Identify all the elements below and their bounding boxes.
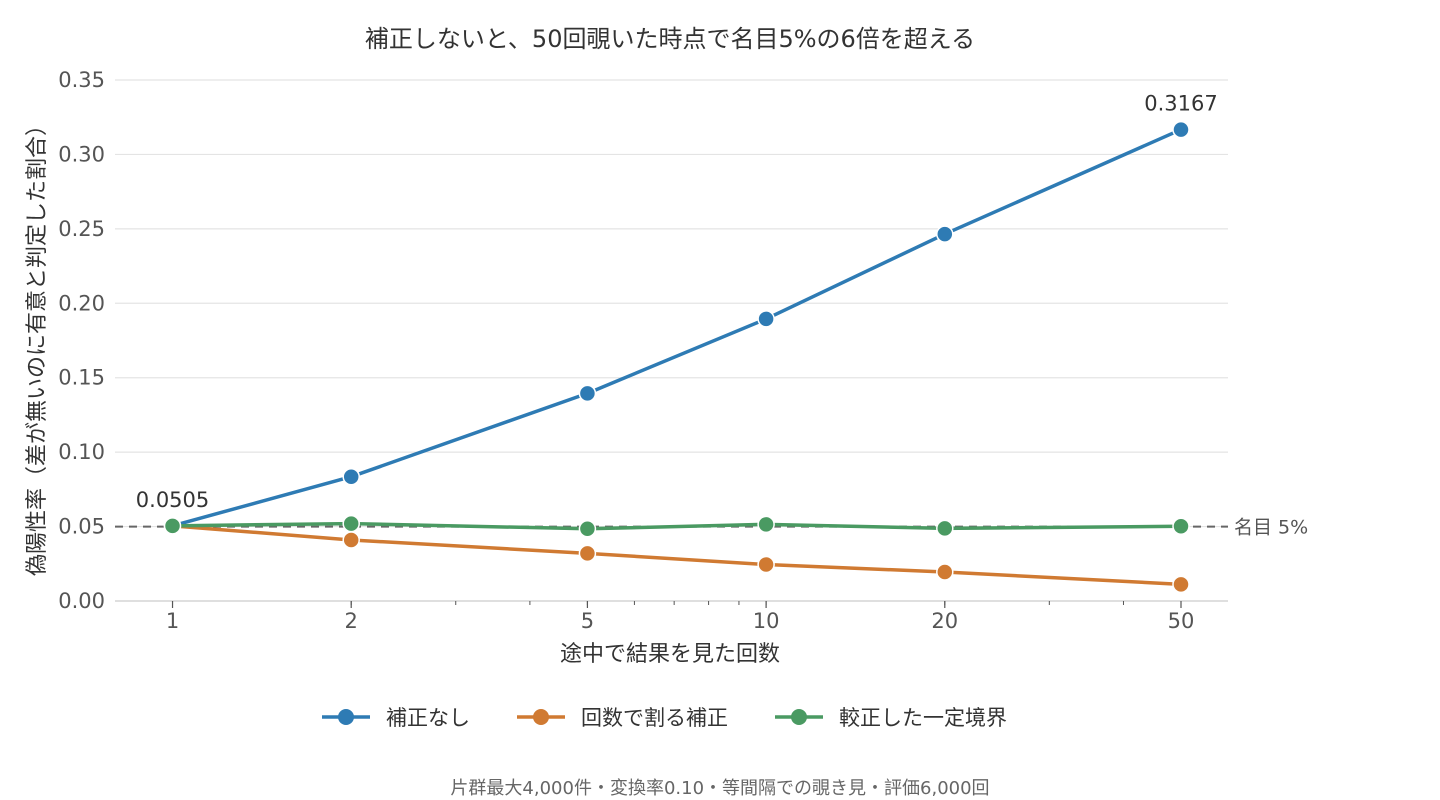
data-point bbox=[163, 517, 182, 535]
y-tick-label: 0.30 bbox=[58, 142, 105, 166]
series-line bbox=[172, 521, 1182, 531]
series-calibrated-boundary bbox=[163, 514, 1190, 538]
data-label: 0.3167 bbox=[1144, 92, 1217, 116]
x-tick-label: 5 bbox=[581, 609, 594, 633]
data-point bbox=[578, 384, 597, 403]
reference-line-label: 名目 5% bbox=[1234, 517, 1308, 539]
y-axis-title: 偽陽性率（差が無いのに有意と判定した割合） bbox=[25, 114, 50, 576]
legend-label: 補正なし bbox=[386, 706, 470, 730]
data-point bbox=[342, 467, 360, 486]
legend-label: 回数で割る補正 bbox=[581, 706, 728, 730]
x-axis: 1 2 5 10 20 50 bbox=[115, 600, 1228, 633]
x-tick-label: 20 bbox=[931, 609, 958, 633]
legend-label: 較正した一定境界 bbox=[839, 706, 1007, 730]
data-point bbox=[1172, 517, 1190, 536]
data-label: 0.0505 bbox=[136, 488, 209, 512]
x-tick-label: 10 bbox=[753, 609, 780, 633]
series-divided-correction bbox=[163, 517, 1190, 594]
x-tick-label: 2 bbox=[345, 609, 358, 633]
grid-lines bbox=[115, 79, 1228, 528]
y-tick-label: 0.25 bbox=[58, 217, 105, 241]
y-tick-label: 0.05 bbox=[58, 515, 105, 539]
y-tick-label: 0.10 bbox=[58, 440, 105, 464]
series-line bbox=[172, 127, 1182, 528]
data-point bbox=[342, 531, 360, 549]
y-tick-label: 0.00 bbox=[58, 589, 105, 613]
data-point bbox=[342, 514, 360, 533]
data-point bbox=[578, 520, 597, 538]
x-tick-label: 1 bbox=[166, 609, 179, 633]
data-point bbox=[578, 544, 597, 563]
y-axis-ticks: 0.00 0.05 0.10 0.15 0.20 0.25 0.30 0.35 bbox=[58, 68, 105, 613]
data-point bbox=[936, 225, 954, 243]
series-line bbox=[172, 524, 1182, 587]
data-point bbox=[1172, 120, 1190, 139]
chart-title: 補正しないと、50回覗いた時点で名目5%の6倍を超える bbox=[365, 25, 975, 53]
x-axis-title: 途中で結果を見た回数 bbox=[560, 642, 780, 667]
series-uncorrected bbox=[163, 120, 1190, 535]
data-point bbox=[1172, 575, 1190, 594]
legend-swatch-marker bbox=[338, 709, 354, 725]
legend-swatch-marker bbox=[533, 709, 549, 725]
chart-caption: 片群最大4,000件・変換率0.10・等間隔での覗き見・評価6,000回 bbox=[450, 778, 989, 799]
data-point bbox=[757, 555, 775, 574]
y-tick-label: 0.20 bbox=[58, 291, 105, 315]
series-group bbox=[163, 120, 1190, 594]
legend-item-uncorrected: 補正なし bbox=[322, 706, 470, 730]
legend: 補正なし 回数で割る補正 較正した一定境界 bbox=[322, 706, 1007, 730]
x-tick-label: 50 bbox=[1168, 609, 1195, 633]
legend-swatch-marker bbox=[791, 709, 807, 725]
legend-item-calibrated-boundary: 較正した一定境界 bbox=[775, 706, 1007, 730]
data-point bbox=[757, 515, 775, 534]
data-point bbox=[936, 563, 954, 581]
y-tick-label: 0.35 bbox=[58, 68, 105, 92]
data-point bbox=[936, 519, 954, 538]
y-tick-label: 0.15 bbox=[58, 366, 105, 390]
annotations: 0.0505 0.3167 bbox=[136, 92, 1218, 512]
data-point bbox=[757, 310, 775, 328]
legend-item-divided-correction: 回数で割る補正 bbox=[517, 706, 728, 730]
